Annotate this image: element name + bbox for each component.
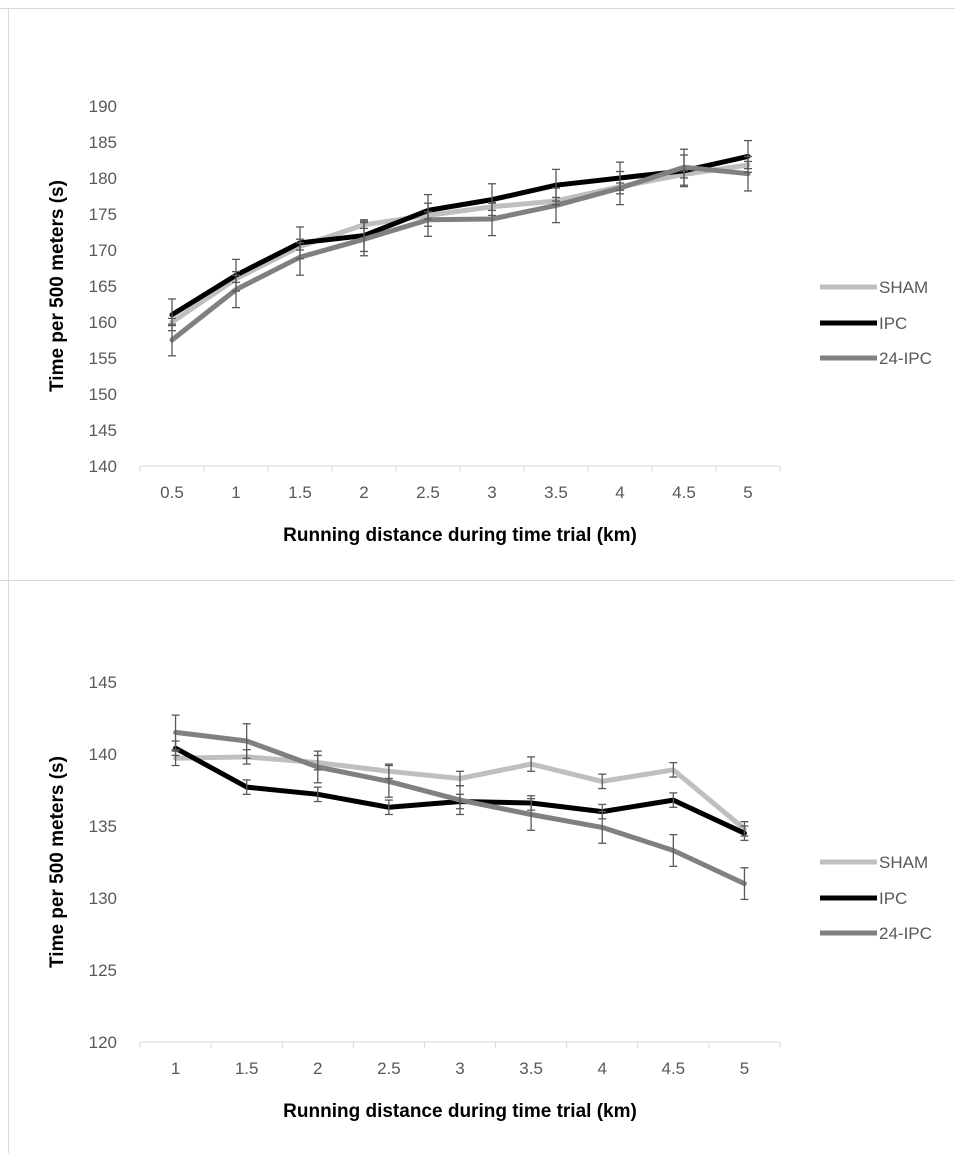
top-error-bar-24-ipc bbox=[744, 155, 752, 192]
bottom-legend-label-ipc: IPC bbox=[879, 889, 907, 908]
top-x-tick-label: 2 bbox=[359, 483, 368, 502]
bottom-error-bar-24-ipc bbox=[456, 785, 464, 816]
top-y-axis-title: Time per 500 meters (s) bbox=[47, 180, 68, 392]
bottom-y-tick-label: 135 bbox=[89, 817, 117, 836]
top-series-line-ipc bbox=[169, 153, 751, 318]
bottom-x-tick-label: 2 bbox=[313, 1059, 322, 1078]
chart-bottom: 120 125 130 135 140 145 1 1.5 2 2.5 3 3.5 4 4.5 5 Runni… bbox=[0, 580, 955, 1153]
top-error-bar-24-ipc bbox=[552, 187, 560, 224]
bottom-x-tick-label: 4.5 bbox=[662, 1059, 686, 1078]
top-legend-label-ipc: IPC bbox=[879, 314, 907, 333]
bottom-error-bar-24-ipc bbox=[313, 750, 322, 784]
top-border bbox=[0, 8, 955, 9]
top-x-tick-label: 3.5 bbox=[544, 483, 568, 502]
top-x-tick-label: 0.5 bbox=[160, 483, 184, 502]
bottom-y-tick-label: 125 bbox=[89, 961, 117, 980]
top-y-tick-label: 175 bbox=[89, 205, 117, 224]
bottom-error-bar-24-ipc bbox=[384, 764, 393, 798]
bottom-error-bar-ipc bbox=[669, 792, 678, 808]
top-x-tick-label: 1 bbox=[231, 483, 240, 502]
top-series-line-24-ipc bbox=[169, 164, 751, 343]
top-x-tick-label: 4 bbox=[615, 483, 624, 502]
top-error-bar-24-ipc bbox=[360, 221, 368, 257]
bottom-error-bar-24-ipc bbox=[527, 797, 536, 831]
panel-divider bbox=[0, 580, 955, 581]
bottom-x-tick-label: 5 bbox=[740, 1059, 749, 1078]
bottom-x-tick-label: 1.5 bbox=[235, 1059, 259, 1078]
top-y-tick-label: 145 bbox=[89, 421, 117, 440]
bottom-x-tick-label: 3.5 bbox=[519, 1059, 543, 1078]
chart-top: 140 145 150 155 160 165 170 175 180 185 190 0.5 1 1.5… bbox=[47, 97, 932, 546]
bottom-y-tick-label: 145 bbox=[89, 673, 117, 692]
bottom-error-bar-24-ipc bbox=[598, 810, 607, 844]
bottom-error-bar-ipc bbox=[384, 799, 393, 816]
bottom-x-tick-label: 3 bbox=[455, 1059, 464, 1078]
top-y-tick-label: 165 bbox=[89, 277, 117, 296]
bottom-error-bar-sham bbox=[669, 761, 678, 778]
top-error-bar-24-ipc bbox=[616, 170, 624, 206]
top-y-tick-label: 160 bbox=[89, 313, 117, 332]
top-error-bar-24-ipc bbox=[424, 202, 432, 237]
bottom-error-bar-sham bbox=[598, 773, 607, 790]
bottom-x-axis-title: Running distance during time trial (km) bbox=[283, 1101, 637, 1122]
bottom-y-axis-title: Time per 500 meters (s) bbox=[47, 756, 68, 968]
bottom-y-tick-label: 140 bbox=[89, 745, 117, 764]
bottom-y-tick-label: 130 bbox=[89, 889, 117, 908]
top-x-tick-label: 5 bbox=[743, 483, 752, 502]
top-x-tick-label: 4.5 bbox=[672, 483, 696, 502]
chart-bottom-svg: 120 125 130 135 140 145 1 1.5 2 2.5 3 3.5 4 4.5 5 Runni… bbox=[47, 673, 932, 1122]
top-x-tick-label: 1.5 bbox=[288, 483, 312, 502]
bottom-error-bar-ipc bbox=[740, 825, 749, 842]
chart-top-svg: 140 145 150 155 160 165 170 175 180 185 190 0.5 1 1.5… bbox=[47, 97, 932, 546]
top-y-tick-label: 155 bbox=[89, 349, 117, 368]
top-series-line-sham bbox=[169, 162, 751, 325]
bottom-error-bar-24-ipc bbox=[669, 833, 678, 867]
top-x-tick-label: 2.5 bbox=[416, 483, 440, 502]
bottom-error-bar-24-ipc bbox=[740, 867, 749, 901]
top-error-bar-24-ipc bbox=[168, 323, 176, 357]
top-legend-label-sham: SHAM bbox=[879, 278, 928, 297]
top-y-tick-label: 150 bbox=[89, 385, 117, 404]
bottom-error-bar-ipc bbox=[313, 786, 322, 803]
top-error-bar-24-ipc bbox=[296, 238, 304, 276]
bottom-error-bar-ipc bbox=[242, 779, 251, 795]
top-error-bar-24-ipc bbox=[680, 148, 688, 186]
top-y-tick-label: 180 bbox=[89, 169, 117, 188]
bottom-error-bar-24-ipc bbox=[171, 714, 180, 751]
top-error-bar-24-ipc bbox=[232, 270, 240, 309]
top-x-tick-label: 3 bbox=[487, 483, 496, 502]
top-x-axis-title: Running distance during time trial (km) bbox=[283, 525, 637, 546]
bottom-error-bar-24-ipc bbox=[242, 723, 251, 759]
bottom-x-tick-label: 4 bbox=[597, 1059, 606, 1078]
top-y-tick-label: 190 bbox=[89, 97, 117, 116]
bottom-legend-label-24-ipc: 24-IPC bbox=[879, 924, 932, 943]
top-legend-label-24-ipc: 24-IPC bbox=[879, 349, 932, 368]
top-y-tick-label: 170 bbox=[89, 241, 117, 260]
bottom-legend-label-sham: SHAM bbox=[879, 853, 928, 872]
bottom-x-tick-label: 2.5 bbox=[377, 1059, 401, 1078]
top-error-bar-24-ipc bbox=[488, 201, 496, 237]
top-y-tick-label: 140 bbox=[89, 457, 117, 476]
top-y-tick-label: 185 bbox=[89, 133, 117, 152]
bottom-x-tick-label: 1 bbox=[171, 1059, 180, 1078]
bottom-error-bar-sham bbox=[527, 756, 536, 772]
bottom-y-tick-label: 120 bbox=[89, 1033, 117, 1052]
